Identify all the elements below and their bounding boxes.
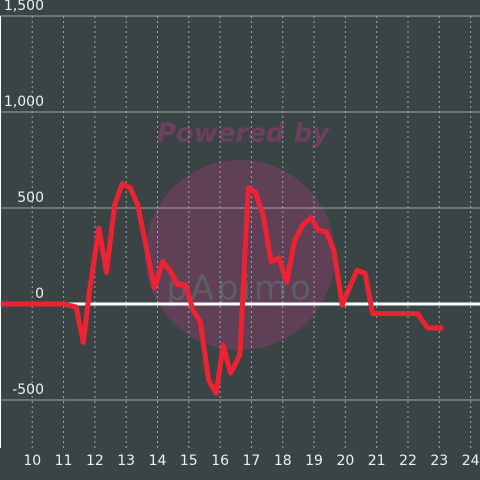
x-tick-label: 22: [399, 453, 417, 469]
x-tick-label: 18: [274, 453, 292, 469]
x-tick-label: 23: [430, 453, 448, 469]
y-tick-label: 500: [17, 190, 44, 206]
x-tick-label: 19: [305, 453, 323, 469]
x-tick-label: 13: [117, 453, 135, 469]
y-tick-label: 1,000: [4, 94, 44, 110]
x-tick-label: 17: [243, 453, 261, 469]
x-tick-label: 21: [368, 453, 386, 469]
x-tick-label: 12: [86, 453, 104, 469]
x-tick-label: 15: [180, 453, 198, 469]
x-tick-label: 14: [149, 453, 167, 469]
watermark-title: Powered by: [157, 119, 330, 149]
x-tick-label: 10: [23, 453, 41, 469]
series-line: [0, 181, 444, 396]
x-tick-label: 11: [55, 453, 73, 469]
y-tick-label: -500: [12, 382, 44, 398]
y-tick-label: 1,500: [4, 0, 44, 14]
x-tick-label: 16: [211, 453, 229, 469]
y-tick-label: 0: [35, 286, 44, 302]
x-tick-label: 24: [462, 453, 480, 469]
x-tick-label: 20: [336, 453, 354, 469]
